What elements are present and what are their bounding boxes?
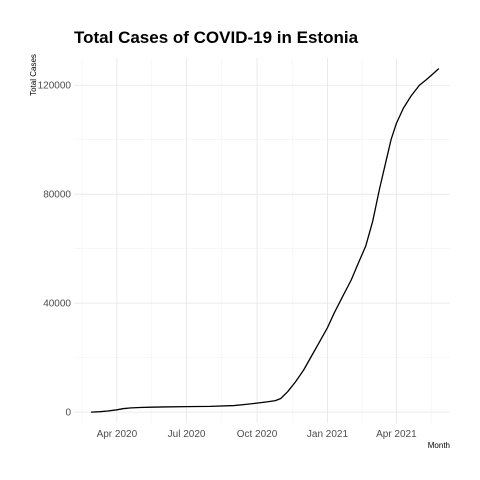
data-point xyxy=(390,139,391,140)
data-point xyxy=(186,406,187,407)
x-tick-label: Apr 2021 xyxy=(376,429,417,440)
data-point xyxy=(372,221,373,222)
x-axis-title: Month xyxy=(428,441,450,450)
data-point xyxy=(396,123,397,124)
data-point xyxy=(244,404,245,405)
data-point xyxy=(295,382,296,383)
data-point xyxy=(267,401,268,402)
y-tick-label: 0 xyxy=(65,408,71,419)
data-point xyxy=(403,108,404,109)
series-line-total-cases xyxy=(90,68,440,413)
x-axis-ticks: Apr 2020 Jul 2020 Oct 2020 Jan 2021 Apr 2021 xyxy=(97,429,418,440)
data-point xyxy=(91,412,92,413)
minor-gridlines xyxy=(74,58,450,423)
data-point xyxy=(116,409,117,410)
data-point xyxy=(351,279,352,280)
x-tick-label: Apr 2020 xyxy=(97,429,138,440)
x-tick-label: Oct 2020 xyxy=(237,429,278,440)
data-point xyxy=(410,96,411,97)
data-point xyxy=(387,155,388,156)
y-axis-title: Total Cases xyxy=(29,54,38,96)
data-point xyxy=(123,408,124,409)
x-tick-label: Jul 2020 xyxy=(168,429,206,440)
x-tick-label: Jan 2021 xyxy=(307,429,349,440)
data-point xyxy=(303,369,304,370)
data-point xyxy=(433,72,434,73)
data-point xyxy=(419,85,420,86)
data-point xyxy=(310,357,311,358)
y-tick-label: 80000 xyxy=(43,190,71,201)
data-point xyxy=(107,410,108,411)
y-tick-label: 120000 xyxy=(38,81,72,92)
data-point xyxy=(287,391,288,392)
data-point xyxy=(318,343,319,344)
data-point xyxy=(131,407,132,408)
data-point xyxy=(256,403,257,404)
data-point xyxy=(139,407,140,408)
data-point xyxy=(233,405,234,406)
y-tick-label: 40000 xyxy=(43,299,71,310)
data-point xyxy=(334,312,335,313)
y-axis-ticks: 0 40000 80000 120000 xyxy=(38,81,72,419)
data-point xyxy=(426,79,427,80)
data-point xyxy=(280,398,281,399)
data-point xyxy=(163,406,164,407)
data-point xyxy=(358,263,359,264)
data-point xyxy=(99,411,100,412)
major-gridlines xyxy=(74,58,450,423)
data-point xyxy=(275,400,276,401)
data-point xyxy=(379,188,380,189)
data-point xyxy=(150,407,151,408)
chart-title: Total Cases of COVID-19 in Estonia xyxy=(74,28,359,47)
data-point xyxy=(341,297,342,298)
data-point xyxy=(210,406,211,407)
series-layer xyxy=(90,68,440,413)
data-point xyxy=(327,327,328,328)
data-point xyxy=(365,245,366,246)
data-point xyxy=(438,68,439,69)
